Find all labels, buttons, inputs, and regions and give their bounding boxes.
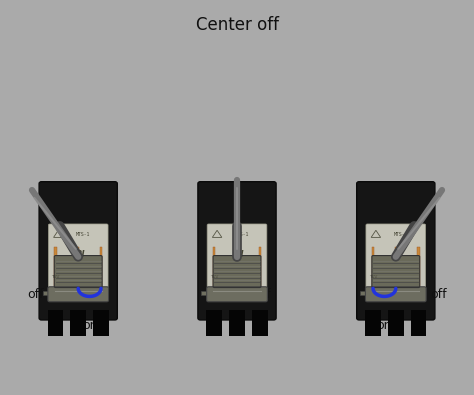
FancyBboxPatch shape — [356, 182, 435, 320]
Bar — [57, 257, 63, 286]
Bar — [377, 257, 383, 286]
Bar — [58, 257, 64, 286]
Bar — [236, 247, 238, 286]
Bar — [229, 310, 245, 336]
Bar — [372, 247, 374, 286]
Bar — [217, 257, 222, 286]
Bar — [259, 247, 261, 286]
FancyBboxPatch shape — [48, 287, 109, 302]
Bar — [410, 310, 427, 336]
Bar — [100, 247, 102, 286]
Bar — [252, 310, 267, 336]
Bar — [417, 247, 420, 286]
Bar — [43, 291, 51, 295]
Bar — [365, 310, 381, 336]
FancyBboxPatch shape — [366, 224, 426, 288]
Bar — [374, 257, 380, 286]
FancyBboxPatch shape — [207, 224, 267, 288]
Ellipse shape — [48, 292, 108, 296]
Text: MTS-1: MTS-1 — [393, 232, 408, 237]
Text: RI: RI — [76, 250, 85, 259]
Bar — [218, 257, 224, 286]
Text: Center off: Center off — [195, 16, 279, 34]
Bar — [93, 310, 109, 336]
Bar — [388, 310, 403, 336]
Text: off: off — [27, 288, 44, 301]
Bar — [378, 257, 383, 286]
Bar — [59, 257, 64, 286]
Bar — [375, 257, 380, 286]
Text: on: on — [82, 319, 97, 332]
Bar — [394, 247, 397, 286]
Bar — [213, 247, 215, 286]
Ellipse shape — [207, 292, 267, 296]
FancyBboxPatch shape — [365, 287, 426, 302]
Bar — [216, 257, 222, 286]
Bar — [57, 257, 63, 286]
Bar — [216, 257, 221, 286]
Bar — [216, 257, 221, 286]
Bar — [71, 310, 86, 336]
Bar — [59, 257, 65, 286]
Text: RI: RI — [235, 250, 244, 259]
Bar — [374, 257, 380, 286]
Text: off: off — [208, 288, 225, 301]
Text: TUV: TUV — [51, 275, 60, 279]
Ellipse shape — [366, 292, 426, 296]
Bar — [57, 257, 63, 286]
Text: RI: RI — [393, 250, 403, 259]
Bar — [201, 291, 210, 295]
Text: TUV: TUV — [210, 275, 219, 279]
FancyBboxPatch shape — [55, 256, 102, 288]
Bar — [375, 257, 381, 286]
Bar — [55, 247, 57, 286]
Text: MTS-1: MTS-1 — [76, 232, 90, 237]
Bar — [206, 310, 222, 336]
Bar — [57, 257, 62, 286]
Bar — [375, 257, 381, 286]
Bar — [216, 257, 221, 286]
FancyBboxPatch shape — [372, 256, 419, 288]
Text: MTS-1: MTS-1 — [235, 232, 249, 237]
Text: TUV: TUV — [369, 275, 377, 279]
Text: off: off — [254, 288, 271, 301]
FancyBboxPatch shape — [48, 224, 108, 288]
Bar — [218, 257, 223, 286]
Bar — [360, 291, 369, 295]
FancyBboxPatch shape — [207, 287, 267, 302]
Bar — [376, 257, 382, 286]
Bar — [219, 257, 224, 286]
Bar — [60, 257, 65, 286]
FancyBboxPatch shape — [198, 182, 276, 320]
Text: off: off — [430, 288, 447, 301]
Text: on: on — [377, 319, 392, 332]
Bar — [47, 310, 64, 336]
FancyBboxPatch shape — [213, 256, 261, 288]
Bar — [77, 247, 80, 286]
FancyBboxPatch shape — [39, 182, 117, 320]
